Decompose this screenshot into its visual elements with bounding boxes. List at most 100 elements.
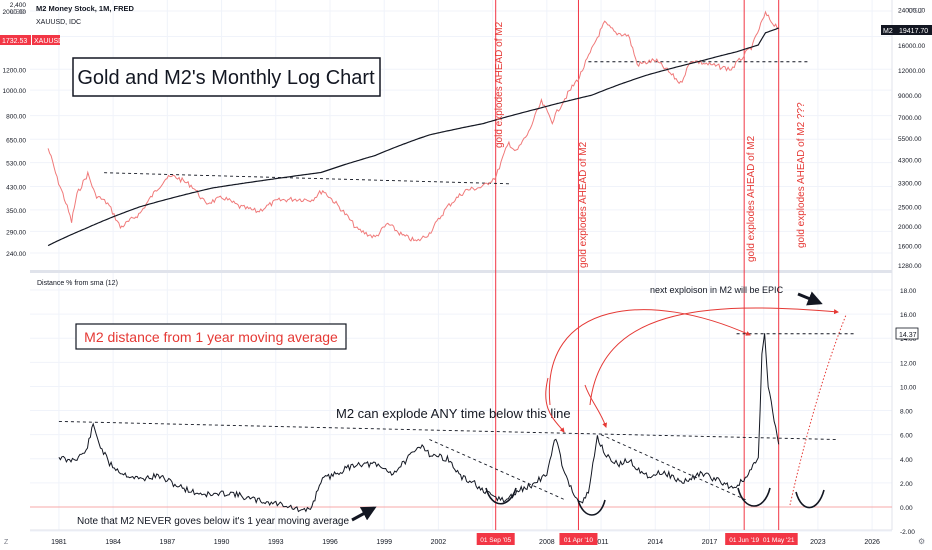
- m2-symbol-badge-bg: [881, 25, 897, 35]
- event-date-badge: [759, 533, 798, 545]
- x-axis-tick: 2026: [864, 539, 880, 546]
- indicator-value-badge-bg: [895, 327, 919, 340]
- series-m2: [47, 27, 779, 247]
- settings-icon[interactable]: ⚙: [918, 537, 925, 546]
- grid: [30, 0, 893, 532]
- right-axis-tick: 16000.00: [898, 43, 925, 50]
- left-axis-tick: 430.00: [6, 184, 26, 191]
- vertical-note-1: gold explodes AHEAD of M2: [494, 21, 505, 148]
- indicator-axis-tick: 0.00: [900, 505, 913, 512]
- timezone-icon[interactable]: Z: [4, 539, 9, 546]
- event-badges: 01 Sep '05 01 Apr '10 01 Jun '19 01 May '21: [476, 533, 798, 545]
- indicator-axis-tick: 16.00: [900, 312, 917, 319]
- left-axis-tick: 650.00: [6, 137, 26, 144]
- left-axis-tick: 290.00: [6, 229, 26, 236]
- arrow-to-never-below: [351, 506, 377, 522]
- right-axis-tick: 2000.00: [898, 224, 922, 231]
- x-axis-tick: 2017: [702, 539, 718, 546]
- event-date-badge: [559, 533, 598, 545]
- gold-symbol-badge: XAUUSD: [34, 38, 63, 45]
- left-axis-tick: 530.00: [6, 161, 26, 168]
- left-axis-unit: USD: [10, 9, 25, 16]
- indicator-axis-tick: 12.00: [900, 360, 917, 367]
- reference-line: [104, 172, 511, 185]
- indicator-value-badge: 14.37: [899, 332, 917, 339]
- left-axis-tick: 1200.00: [3, 67, 27, 74]
- right-axis-tick: 2500.00: [898, 205, 922, 212]
- event-date-badge: [476, 533, 515, 545]
- indicator-label: Distance % from sma (12): [37, 280, 118, 287]
- x-axis-tick: 1993: [268, 539, 284, 546]
- right-axis-tick: 4300.00: [898, 157, 922, 164]
- indicator-axis-tick: 10.00: [900, 384, 917, 391]
- x-axis-tick: 1981: [51, 539, 67, 546]
- m2-value-badge: 19417.70: [899, 28, 928, 35]
- reference-line: [429, 439, 566, 501]
- right-axis-tick: 24000.00: [898, 8, 925, 15]
- red-curve-1: [548, 309, 751, 406]
- indicator-axis-tick: 18.00: [900, 288, 917, 295]
- x-axis-tick: 1996: [322, 539, 338, 546]
- event-date-badge: [725, 533, 764, 545]
- indicator-axis-tick: 14.00: [900, 336, 917, 343]
- right-axis-tick: 12000.00: [898, 68, 925, 75]
- left-axis-tick: 800.00: [6, 114, 26, 121]
- x-axis-tick: 2002: [431, 539, 447, 546]
- dotted-projection: [789, 314, 847, 506]
- axis-labels: 2,4002000.001600.001200.001000.00800.006…: [3, 2, 926, 546]
- left-axis-tick: 1000.00: [3, 88, 27, 95]
- event-date-label: 01 Sep '05: [480, 537, 511, 544]
- epic-note: next exploison in M2 will be EPIC: [650, 285, 784, 295]
- event-date-label: 01 Apr '10: [564, 537, 593, 544]
- vertical-note-3: gold explodes AHEAD of M2: [746, 135, 757, 262]
- indicator-axis-tick: 6.00: [900, 433, 913, 440]
- vertical-note-2: gold explodes AHEAD of M2: [578, 141, 589, 268]
- series-distance-sma: [58, 333, 780, 513]
- x-axis-tick: 2011: [594, 539, 609, 546]
- price-pane: [30, 0, 892, 270]
- gold-price-badge-bg: [0, 35, 31, 45]
- m2-value-badge-bg: [897, 25, 932, 35]
- indicator-axis-tick: 8.00: [900, 409, 913, 416]
- series-xauusd: [47, 10, 779, 242]
- right-axis-tick: 1600.00: [898, 244, 922, 251]
- symbol-line[interactable]: M2 Money Stock, 1M, FRED: [36, 4, 135, 13]
- explode-line-note: M2 can explode ANY time below this line: [336, 406, 571, 421]
- u-curve-3: [737, 487, 771, 507]
- right-axis-unit: USD: [908, 8, 923, 15]
- event-date-label: 01 May '21: [763, 537, 795, 544]
- red-curve-2: [589, 307, 839, 406]
- sub-title-box: [75, 323, 347, 350]
- main-title: Gold and M2's Monthly Log Chart: [77, 67, 375, 89]
- arrow-to-epic: [797, 291, 823, 306]
- indicator-axis-tick: -2.00: [900, 529, 915, 536]
- m2-symbol-badge: M2: [883, 28, 893, 35]
- u-curve-2: [577, 499, 606, 516]
- left-axis-tick: 2000.00: [3, 9, 27, 16]
- reference-line: [600, 434, 746, 501]
- indicator-axis-tick: 4.00: [900, 457, 913, 464]
- x-axis-tick: 2014: [647, 539, 663, 546]
- gold-symbol-badge-bg: [32, 35, 60, 45]
- secondary-symbol[interactable]: XAUUSD, IDC: [36, 19, 81, 26]
- pane-separator[interactable]: [30, 270, 892, 273]
- event-date-label: 01 Jun '19: [729, 537, 759, 544]
- indicator-axis-tick: 2.00: [900, 481, 913, 488]
- main-title-box: [72, 57, 381, 97]
- right-axis-tick: 3300.00: [898, 181, 922, 188]
- right-axis-tick: 9000.00: [898, 93, 922, 100]
- right-axis-tick: 5500.00: [898, 136, 922, 143]
- red-curve-4: [584, 384, 608, 428]
- u-curve-4: [795, 489, 825, 509]
- indicator-pane: [30, 273, 892, 530]
- never-below-note: Note that M2 NEVER goves below it's 1 ye…: [77, 516, 349, 527]
- x-axis-tick: 2023: [810, 539, 826, 546]
- annotation-arrows: [351, 291, 847, 522]
- vertical-note-4: gold explodes AHEAD of M2 ???: [796, 102, 807, 248]
- right-axis-tick: 1280.00: [898, 263, 922, 270]
- x-axis-tick: 2008: [539, 539, 555, 546]
- x-axis-tick: 1987: [160, 539, 176, 546]
- gold-price-badge: 1732.53: [2, 38, 27, 45]
- left-axis-tick: 2,400: [10, 2, 27, 9]
